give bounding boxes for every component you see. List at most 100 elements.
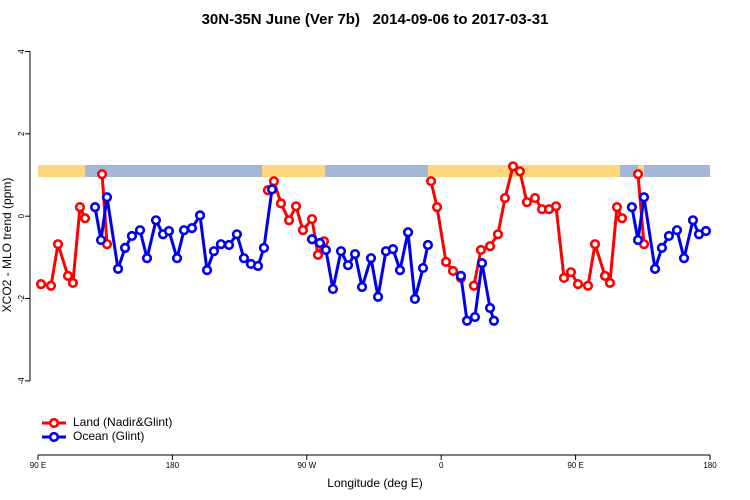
- data-point: [402, 227, 414, 238]
- data-point: [440, 256, 452, 267]
- data-point: [469, 311, 481, 323]
- data-point: [356, 281, 368, 293]
- data-point: [312, 249, 324, 260]
- data-point: [290, 201, 302, 212]
- data-point: [394, 265, 406, 276]
- data-point: [258, 242, 270, 253]
- data-point: [425, 176, 437, 187]
- legend-label: Land (Nadir&Glint): [73, 415, 172, 429]
- data-point: [521, 197, 533, 208]
- y-tick-label: 4: [17, 49, 26, 54]
- data-point: [314, 237, 326, 249]
- legend-label: Ocean (Glint): [73, 429, 144, 443]
- data-point: [112, 263, 124, 274]
- data-point: [306, 213, 318, 225]
- data-point: [447, 265, 459, 277]
- y-axis-label: XCO2 - MLO trend (ppm): [0, 178, 14, 313]
- data-point: [372, 291, 384, 302]
- data-point: [335, 246, 347, 257]
- x-tick-label: 0: [439, 461, 444, 470]
- data-point: [223, 239, 235, 251]
- data-point: [632, 169, 644, 180]
- data-point: [499, 192, 511, 204]
- data-point: [514, 166, 525, 177]
- data-point: [409, 293, 421, 305]
- y-tick-label: 0: [17, 213, 26, 218]
- data-point: [488, 315, 500, 326]
- data-point: [283, 215, 295, 226]
- data-point: [201, 265, 213, 276]
- data-point: [565, 267, 577, 278]
- data-point: [649, 263, 661, 274]
- data-point: [74, 202, 86, 213]
- data-point: [589, 239, 601, 250]
- data-point: [475, 244, 487, 256]
- x-axis-label: Longitude (deg E): [327, 476, 422, 490]
- data-point: [604, 277, 616, 288]
- data-point: [208, 246, 220, 257]
- legend-marker: [48, 431, 60, 443]
- data-point: [626, 202, 637, 213]
- data-point: [186, 223, 198, 234]
- land-ocean-band: [38, 165, 710, 177]
- x-tick-label: 180: [166, 461, 180, 470]
- data-point: [163, 225, 175, 237]
- data-point: [476, 258, 488, 269]
- y-tick-label: 2: [17, 131, 26, 136]
- data-point: [582, 280, 594, 291]
- data-point: [387, 244, 399, 255]
- data-point: [431, 202, 443, 213]
- series-line: [40, 164, 646, 288]
- data-point: [529, 192, 541, 204]
- data-point: [171, 253, 183, 264]
- data-point: [89, 202, 101, 213]
- data-point: [417, 262, 429, 274]
- y-tick-label: -4: [17, 377, 26, 385]
- data-point: [468, 280, 480, 291]
- data-point: [134, 225, 146, 236]
- data-point: [252, 260, 264, 272]
- data-point: [238, 253, 250, 264]
- data-point: [572, 279, 584, 290]
- data-point: [342, 260, 354, 271]
- x-tick-label: 90 W: [297, 461, 316, 470]
- data-point: [632, 234, 644, 246]
- data-point: [611, 202, 623, 213]
- data-point: [492, 229, 504, 240]
- legend-marker: [48, 417, 60, 429]
- data-point: [700, 225, 712, 237]
- data-point: [327, 283, 339, 295]
- x-tick-label: 90 E: [567, 461, 583, 470]
- data-point: [507, 161, 519, 172]
- data-point: [320, 244, 332, 256]
- data-point: [45, 280, 57, 291]
- data-point: [558, 272, 570, 284]
- data-point: [455, 270, 467, 281]
- data-point: [101, 192, 113, 203]
- data-point: [306, 234, 318, 245]
- data-point: [599, 270, 611, 281]
- data-point: [52, 239, 64, 250]
- data-point: [126, 230, 138, 242]
- data-point: [687, 215, 699, 226]
- data-point: [297, 225, 309, 236]
- data-point: [678, 253, 690, 264]
- data-point: [663, 230, 675, 242]
- data-point: [638, 192, 650, 203]
- data-point: [461, 315, 473, 326]
- data-point: [422, 239, 434, 251]
- data-point: [119, 242, 131, 253]
- data-point: [550, 201, 562, 212]
- land-band: [38, 165, 85, 177]
- data-point: [62, 270, 74, 281]
- data-point: [268, 176, 280, 187]
- data-point: [67, 277, 79, 288]
- data-point: [96, 169, 108, 180]
- data-point: [484, 241, 496, 252]
- data-point: [95, 234, 107, 246]
- y-tick-label: -2: [17, 294, 26, 302]
- data-point: [141, 253, 153, 264]
- data-point: [178, 225, 190, 236]
- data-point: [275, 198, 287, 209]
